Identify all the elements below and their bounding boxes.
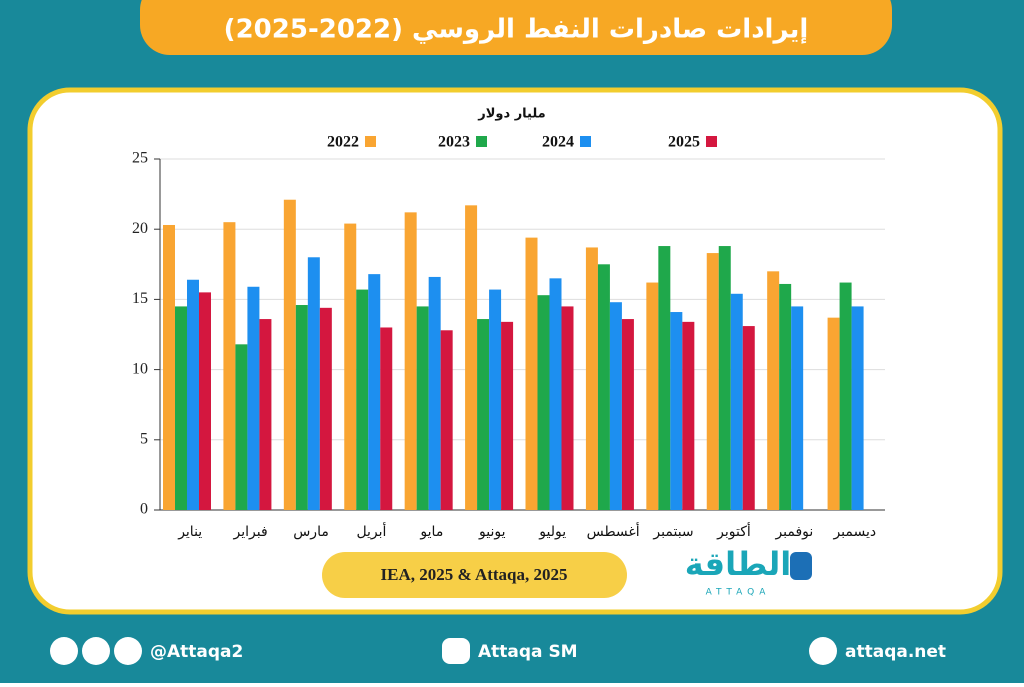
bar [319, 307, 332, 510]
y-tick-label: 0 [140, 501, 148, 518]
bar [428, 276, 441, 510]
bar [501, 321, 514, 510]
bar [368, 274, 381, 510]
bar [585, 247, 598, 510]
bar [851, 306, 864, 510]
x-tick-label: مايو [419, 524, 443, 540]
legend-label: 2023 [438, 134, 470, 151]
x-tick-label: ديسمبر [832, 524, 876, 540]
bar [344, 223, 357, 511]
y-tick-label: 25 [132, 150, 148, 167]
x-tick-label: أكتوبر [716, 522, 751, 540]
x-tick-label: سبتمبر [652, 524, 693, 540]
bar [767, 271, 780, 510]
bar [187, 279, 199, 510]
source-banner [322, 552, 627, 598]
bar [235, 344, 248, 510]
legend-swatch [476, 136, 487, 147]
facebook-icon[interactable] [114, 637, 142, 665]
logo-latin: ATTAQA [706, 588, 771, 598]
y-tick-label: 20 [132, 220, 148, 237]
web-icon[interactable] [809, 637, 837, 665]
source: IEA, 2025 & Attaqa, 2025 [380, 565, 567, 584]
bar [609, 302, 622, 510]
legend-swatch [706, 136, 717, 147]
x-icon[interactable] [50, 637, 78, 665]
x-tick-label: يناير [177, 524, 202, 540]
instagram-icon[interactable] [82, 637, 110, 665]
x-tick-label: يوليو [538, 524, 566, 540]
bar [163, 224, 175, 510]
panel [27, 87, 1003, 615]
bar [658, 246, 671, 510]
bar [356, 289, 369, 510]
bar [742, 326, 755, 510]
bar [525, 237, 538, 510]
bar [718, 246, 731, 510]
bar [440, 330, 453, 510]
bar [730, 293, 743, 510]
bar [477, 319, 490, 510]
bar [295, 305, 308, 510]
x-tick-label: نوفمبر [774, 524, 813, 540]
legend-label: 2022 [327, 134, 359, 151]
y-unit-label: مليار دولار [477, 107, 545, 122]
chart-title: إيرادات صادرات النفط الروسي (2022-2025) [224, 15, 809, 45]
bar [259, 319, 272, 510]
bar [199, 292, 211, 510]
bar [247, 286, 260, 510]
bar [706, 253, 719, 510]
bar [670, 312, 683, 510]
title-banner [140, 0, 892, 55]
bar [489, 289, 502, 510]
y-tick-label: 15 [132, 290, 148, 307]
bar [223, 222, 236, 510]
bar [416, 306, 429, 510]
x-tick-label: يونيو [478, 524, 506, 540]
bar [380, 327, 393, 510]
bar [283, 199, 296, 510]
youtube-handle: Attaqa SM [478, 642, 578, 662]
legend-label: 2024 [542, 134, 574, 151]
bar [779, 283, 792, 510]
x-tick-label: مارس [293, 524, 329, 540]
bar [839, 282, 852, 510]
bar [597, 264, 610, 510]
bar [646, 282, 659, 510]
y-tick-label: 10 [132, 360, 148, 377]
youtube-icon[interactable] [442, 638, 470, 664]
bar [791, 306, 804, 510]
x-tick-label: فبراير [233, 524, 268, 540]
bar [827, 317, 840, 510]
social-handle: @Attaqa2 [150, 642, 243, 662]
x-tick-label: أبريل [356, 522, 386, 540]
logo: الطاقة [685, 545, 792, 583]
bar [549, 278, 562, 510]
legend-swatch [365, 136, 376, 147]
y-tick-label: 5 [140, 430, 148, 447]
bar [307, 257, 320, 510]
bar [465, 205, 478, 510]
bar [404, 212, 417, 511]
legend-swatch [580, 136, 591, 147]
bar [561, 306, 574, 510]
logo-icon [790, 552, 812, 580]
bar [682, 321, 695, 510]
bar [621, 319, 634, 510]
bar [537, 295, 550, 510]
legend-label: 2025 [668, 134, 700, 151]
bar [175, 306, 187, 510]
website[interactable]: attaqa.net [845, 642, 946, 662]
x-tick-label: أغسطس [587, 522, 640, 540]
